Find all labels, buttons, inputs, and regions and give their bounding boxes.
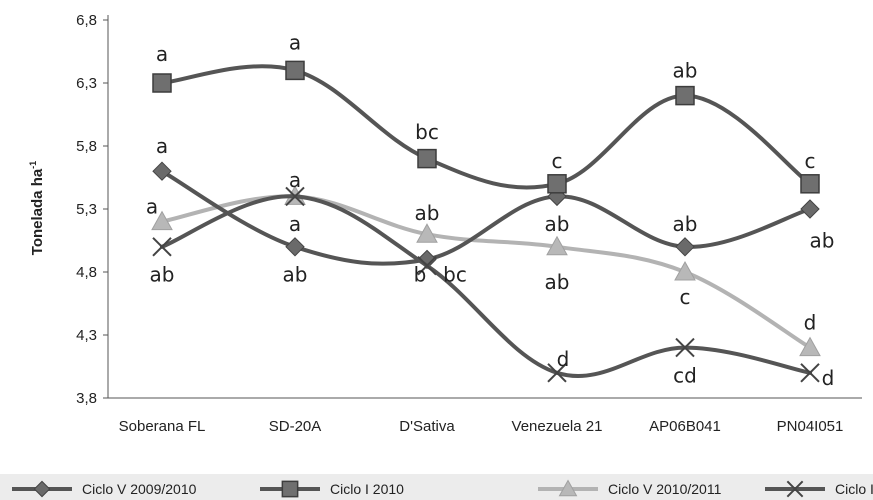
legend-strip bbox=[0, 474, 873, 500]
significance-letter: bc bbox=[415, 120, 439, 144]
y-tick-label: 6,3 bbox=[76, 75, 97, 92]
data-point bbox=[799, 336, 821, 357]
data-point bbox=[152, 161, 172, 181]
x-tick-label: Soberana FL bbox=[119, 418, 206, 435]
data-point bbox=[285, 186, 305, 207]
significance-letter: c bbox=[552, 149, 563, 173]
legend: Ciclo V 2009/2010 Ciclo I 2010 Ciclo V 201… bbox=[12, 479, 873, 498]
data-point bbox=[800, 174, 820, 194]
legend-item: Ciclo I 2010 bbox=[260, 480, 404, 498]
legend-background bbox=[0, 474, 873, 500]
significance-letter: c bbox=[805, 149, 816, 173]
significance-letter: d bbox=[557, 347, 570, 371]
x-tick-label: AP06B041 bbox=[649, 418, 721, 435]
significance-letter: ab bbox=[415, 201, 440, 225]
series-2 bbox=[152, 60, 820, 194]
significance-letter: c bbox=[680, 285, 691, 309]
y-tick-label: 5,3 bbox=[76, 201, 97, 218]
series-line bbox=[160, 169, 812, 266]
data-point bbox=[416, 223, 438, 243]
significance-letter: ab bbox=[545, 212, 570, 236]
data-point bbox=[151, 210, 173, 231]
series-3 bbox=[151, 185, 821, 357]
data-point bbox=[675, 85, 695, 106]
series-line bbox=[160, 194, 812, 379]
legend-label: Ciclo I 2010 bbox=[330, 481, 404, 497]
x-tick-label: D'Sativa bbox=[399, 418, 455, 435]
data-point bbox=[285, 237, 305, 257]
y-axis-label-superscript: -1 bbox=[28, 161, 38, 169]
x-ticks: Soberana FL SD-20A D'Sativa Venezuela 21 AP0… bbox=[119, 418, 844, 435]
legend-label: Ciclo V 2009/2010 bbox=[82, 481, 197, 497]
y-tick-label: 5,8 bbox=[76, 138, 97, 155]
y-tick-label: 3,8 bbox=[76, 390, 97, 407]
data-point bbox=[417, 148, 437, 169]
significance-letter: b bbox=[414, 263, 427, 287]
y-tick-label: 4,3 bbox=[76, 327, 97, 344]
data-point bbox=[800, 199, 820, 219]
data-point bbox=[546, 235, 568, 256]
significance-letter: ab bbox=[283, 263, 308, 287]
legend-marker bbox=[281, 480, 299, 498]
y-axis-label: Tonelada ha-1 bbox=[28, 161, 46, 255]
data-point bbox=[674, 260, 696, 281]
series-layer bbox=[151, 60, 821, 383]
legend-label: Ciclo V 2010/2011 bbox=[608, 481, 722, 497]
y-tick-label: 4,8 bbox=[76, 264, 97, 281]
legend-marker bbox=[33, 480, 51, 498]
significance-letter: d bbox=[804, 310, 817, 334]
series-line bbox=[160, 64, 812, 190]
significance-letter: a bbox=[156, 134, 168, 158]
data-point bbox=[547, 174, 567, 194]
x-tick-label: Venezuela 21 bbox=[512, 418, 603, 435]
series-line bbox=[160, 194, 812, 350]
significance-letter: ab bbox=[545, 270, 570, 294]
significance-letter: ab bbox=[673, 58, 698, 82]
significance-letter: ab bbox=[150, 263, 175, 287]
significance-letter: bc bbox=[443, 263, 467, 287]
significance-letter: ab bbox=[810, 229, 835, 253]
series-4 bbox=[152, 186, 820, 383]
legend-marker bbox=[558, 479, 578, 497]
significance-letter: a bbox=[289, 212, 301, 236]
data-point bbox=[152, 73, 172, 93]
y-ticks: 3,8 4,3 4,8 5,3 5,8 6,3 6,8 bbox=[76, 12, 108, 407]
data-point bbox=[675, 237, 695, 257]
legend-item: Ciclo V 2009/2010 bbox=[12, 480, 197, 498]
x-tick-label: PN04I051 bbox=[777, 418, 844, 435]
data-point bbox=[675, 337, 695, 358]
x-tick-label: SD-20A bbox=[269, 418, 322, 435]
legend-item: Ciclo I 2011 bbox=[765, 480, 873, 498]
significance-letter: a bbox=[289, 31, 301, 55]
data-point bbox=[417, 255, 437, 276]
series-1 bbox=[152, 161, 820, 270]
significance-letter: a bbox=[289, 168, 301, 192]
significance-letter: cd bbox=[673, 363, 697, 387]
significance-letter: d bbox=[822, 366, 835, 390]
data-point bbox=[800, 363, 820, 383]
legend-label: Ciclo I 2011 bbox=[835, 481, 873, 497]
y-tick-label: 6,8 bbox=[76, 12, 97, 29]
significance-letter: a bbox=[156, 42, 168, 66]
legend-marker bbox=[786, 480, 804, 498]
significance-letter: ab bbox=[673, 212, 698, 236]
data-point bbox=[547, 363, 567, 383]
data-point bbox=[152, 237, 172, 257]
legend-item: Ciclo V 2010/2011 bbox=[538, 479, 722, 497]
data-point bbox=[285, 60, 305, 81]
significance-letter: a bbox=[146, 194, 158, 218]
